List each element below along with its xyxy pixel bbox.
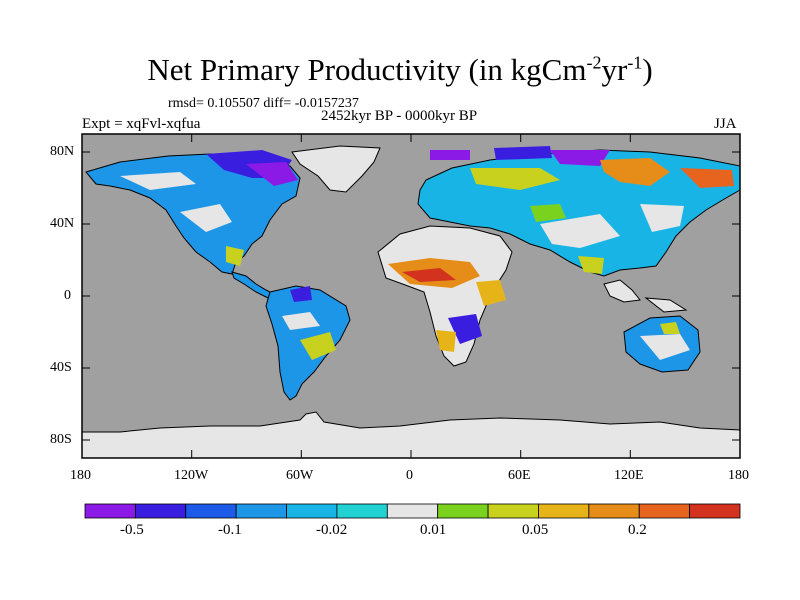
colorbar-label: 0.05 xyxy=(522,522,549,538)
colorbar-swatch xyxy=(185,503,237,519)
colorbar-swatch xyxy=(487,503,539,519)
experiment-label: Expt = xqFvl-xqfua xyxy=(82,116,201,132)
x-tick-label: 60E xyxy=(508,468,531,483)
y-tick-label: 80S xyxy=(50,432,72,447)
colorbar-label: -0.5 xyxy=(120,522,144,538)
colorbar-label: 0.01 xyxy=(420,522,447,538)
y-tick-label: 40S xyxy=(50,360,72,375)
greenland-landmass xyxy=(291,145,381,193)
southeast-asia-islands xyxy=(603,279,688,313)
colorbar-swatch xyxy=(638,503,691,519)
x-tick-label: 180 xyxy=(70,468,91,483)
x-tick-label: 120W xyxy=(174,468,209,483)
colorbar-swatch xyxy=(286,503,338,519)
x-tick-label: 0 xyxy=(406,468,413,483)
colorbar xyxy=(84,503,741,519)
colorbar-swatch xyxy=(386,503,439,519)
colorbar-swatch xyxy=(689,503,741,519)
colorbar-swatch xyxy=(538,503,590,519)
axis-ticks xyxy=(81,134,741,458)
y-tick-label: 80N xyxy=(50,144,75,159)
chart-title: Net Primary Productivity (in kgCm-2yr-1) xyxy=(147,52,653,87)
colorbar-swatch xyxy=(588,503,640,519)
colorbar-swatch xyxy=(134,503,187,519)
antarctica-landmass xyxy=(81,411,741,459)
colorbar-swatch xyxy=(84,503,136,519)
y-tick-label: 0 xyxy=(64,288,71,303)
stats-line: rmsd= 0.105507 diff= -0.0157237 xyxy=(168,96,359,111)
colorbar-swatch xyxy=(437,503,489,519)
period-line: 2452kyr BP - 0000kyr BP xyxy=(321,108,478,124)
x-tick-label: 120E xyxy=(614,468,644,483)
colorbar-label: -0.02 xyxy=(316,522,348,538)
x-tick-label: 180 xyxy=(728,468,749,483)
colorbar-label: -0.1 xyxy=(218,522,242,538)
colorbar-label: 0.2 xyxy=(628,522,647,538)
colorbar-swatch xyxy=(336,503,388,519)
y-tick-label: 40N xyxy=(50,216,75,231)
season-label: JJA xyxy=(714,116,737,132)
colorbar-swatch xyxy=(235,503,287,519)
x-tick-label: 60W xyxy=(286,468,314,483)
anomaly-patches xyxy=(120,146,734,360)
